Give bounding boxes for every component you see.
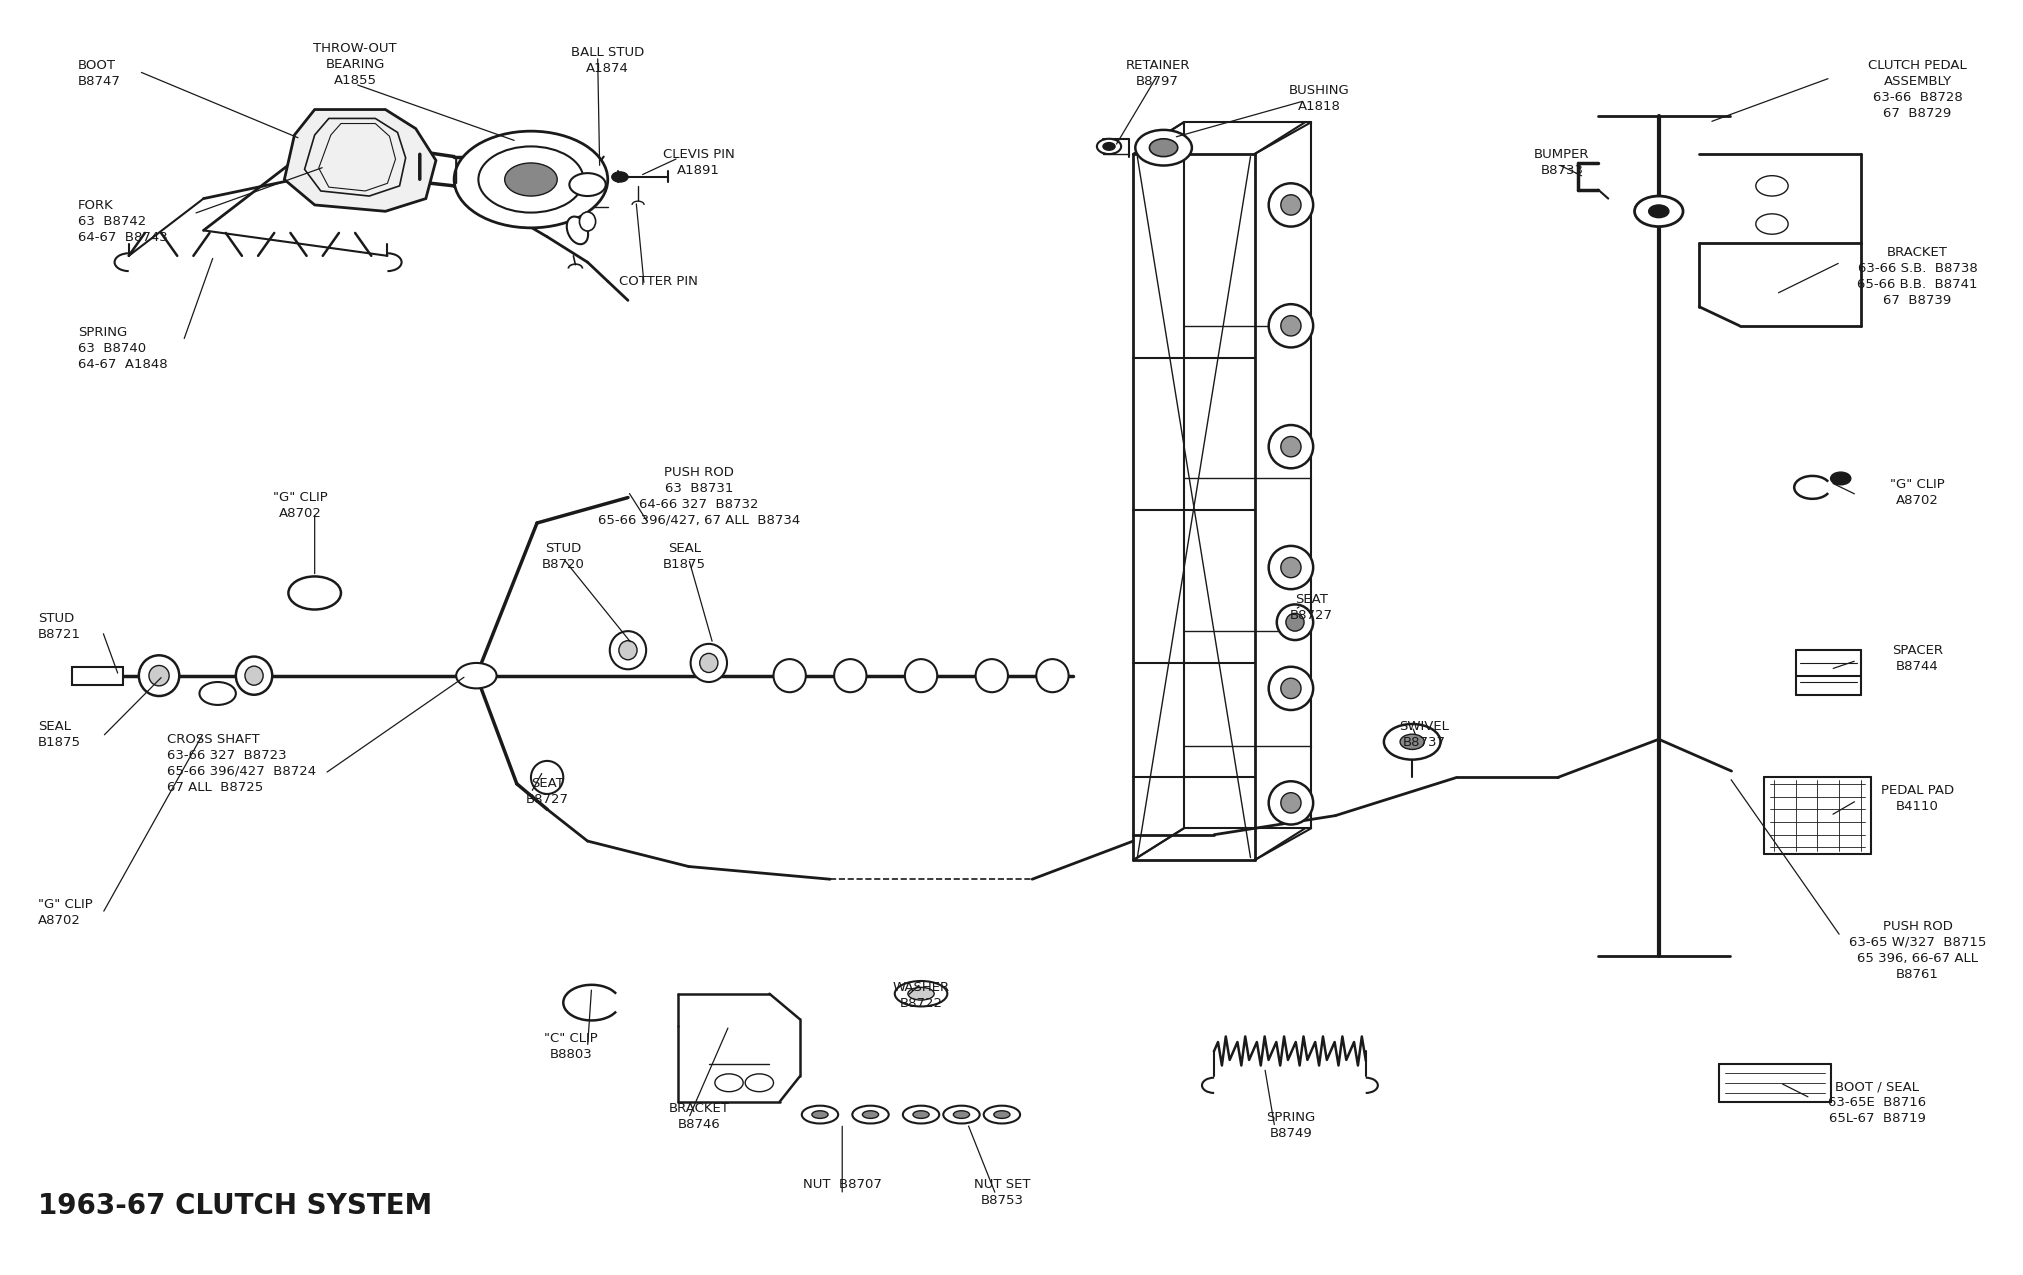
Text: CROSS SHAFT
63-66 327  B8723
65-66 396/427  B8724
67 ALL  B8725: CROSS SHAFT 63-66 327 B8723 65-66 396/42… [168,733,316,794]
Ellipse shape [773,659,805,692]
Text: NUT SET
B8753: NUT SET B8753 [973,1178,1030,1207]
Text: "G" CLIP
A8702: "G" CLIP A8702 [1889,478,1944,507]
Ellipse shape [983,1105,1020,1123]
Circle shape [453,131,607,228]
Ellipse shape [1281,793,1301,813]
Ellipse shape [609,631,645,669]
Ellipse shape [1281,557,1301,578]
Ellipse shape [902,1105,939,1123]
Ellipse shape [943,1105,979,1123]
Text: NUT  B8707: NUT B8707 [803,1178,882,1191]
Ellipse shape [690,644,726,682]
Ellipse shape [912,1111,929,1118]
Ellipse shape [1268,305,1313,347]
Circle shape [1135,130,1192,166]
Ellipse shape [1281,436,1301,456]
Text: SWIVEL
B8737: SWIVEL B8737 [1398,720,1448,750]
Text: PUSH ROD
63  B8731
64-66 327  B8732
65-66 396/427, 67 ALL  B8734: PUSH ROD 63 B8731 64-66 327 B8732 65-66 … [597,465,799,527]
Text: 1963-67 CLUTCH SYSTEM: 1963-67 CLUTCH SYSTEM [38,1192,431,1220]
Text: BOOT / SEAL
63-65E  B8716
65L-67  B8719: BOOT / SEAL 63-65E B8716 65L-67 B8719 [1827,1080,1926,1126]
Text: CLEVIS PIN
A1891: CLEVIS PIN A1891 [662,148,734,177]
Text: "G" CLIP
A8702: "G" CLIP A8702 [38,899,93,927]
Ellipse shape [1268,425,1313,468]
Circle shape [1649,205,1669,218]
Text: STUD
B8720: STUD B8720 [542,542,585,571]
Ellipse shape [1268,546,1313,589]
Text: SEAL
B1875: SEAL B1875 [664,542,706,571]
Ellipse shape [1268,667,1313,710]
Circle shape [1096,139,1121,154]
Text: RETAINER
B8797: RETAINER B8797 [1125,59,1190,88]
Text: SEAT
B8727: SEAT B8727 [526,778,568,807]
Text: COTTER PIN: COTTER PIN [619,275,698,288]
Ellipse shape [530,761,562,794]
Text: BUSHING
A1818: BUSHING A1818 [1289,84,1349,113]
Circle shape [1103,143,1115,150]
Text: BOOT
B8747: BOOT B8747 [79,59,121,88]
Polygon shape [283,110,435,212]
Ellipse shape [862,1111,878,1118]
Ellipse shape [993,1111,1009,1118]
Ellipse shape [566,217,589,245]
Circle shape [455,663,496,688]
Ellipse shape [700,653,718,672]
Ellipse shape [140,655,180,696]
Text: SEAL
B1875: SEAL B1875 [38,720,81,750]
Ellipse shape [811,1111,827,1118]
Text: PEDAL PAD
B4110: PEDAL PAD B4110 [1879,784,1952,812]
Ellipse shape [579,212,595,231]
Text: WASHER
B8722: WASHER B8722 [892,980,949,1010]
Text: SPACER
B8744: SPACER B8744 [1892,644,1942,673]
Circle shape [1149,139,1177,157]
Text: BRACKET
B8746: BRACKET B8746 [668,1102,728,1131]
Circle shape [504,163,556,196]
Text: PUSH ROD
63-65 W/327  B8715
65 396, 66-67 ALL
B8761: PUSH ROD 63-65 W/327 B8715 65 396, 66-67… [1847,921,1985,980]
Text: SPRING
B8749: SPRING B8749 [1266,1111,1315,1140]
Ellipse shape [1281,195,1301,215]
Text: STUD
B8721: STUD B8721 [38,612,81,641]
Circle shape [1829,472,1849,484]
Ellipse shape [237,657,273,695]
Ellipse shape [1268,782,1313,825]
Ellipse shape [852,1105,888,1123]
Text: SEAT
B8727: SEAT B8727 [1289,593,1331,622]
Circle shape [568,173,605,196]
Circle shape [1384,724,1440,760]
Ellipse shape [245,666,263,685]
Text: BRACKET
63-66 S.B.  B8738
65-66 B.B.  B8741
67  B8739: BRACKET 63-66 S.B. B8738 65-66 B.B. B874… [1857,246,1976,307]
Ellipse shape [1268,184,1313,227]
Ellipse shape [619,640,637,659]
Ellipse shape [953,1111,969,1118]
Ellipse shape [1281,316,1301,337]
Ellipse shape [1285,613,1303,631]
Circle shape [611,172,627,182]
Text: THROW-OUT
BEARING
A1855: THROW-OUT BEARING A1855 [314,42,397,87]
Text: CLUTCH PEDAL
ASSEMBLY
63-66  B8728
67  B8729: CLUTCH PEDAL ASSEMBLY 63-66 B8728 67 B87… [1867,59,1966,120]
Circle shape [1400,734,1424,750]
Ellipse shape [908,987,935,1000]
Text: SPRING
63  B8740
64-67  A1848: SPRING 63 B8740 64-67 A1848 [79,326,168,371]
Ellipse shape [1277,604,1313,640]
Bar [73,667,123,685]
Text: "C" CLIP
B8803: "C" CLIP B8803 [544,1031,599,1061]
Text: BALL STUD
A1874: BALL STUD A1874 [570,46,643,75]
Ellipse shape [150,666,170,686]
Ellipse shape [894,980,947,1006]
Ellipse shape [1281,678,1301,699]
Text: BUMPER
B8733: BUMPER B8733 [1533,148,1588,177]
Circle shape [1635,196,1683,227]
Ellipse shape [801,1105,838,1123]
Ellipse shape [1036,659,1068,692]
Text: FORK
63  B8742
64-67  B8743: FORK 63 B8742 64-67 B8743 [79,199,168,244]
Ellipse shape [975,659,1007,692]
Text: "G" CLIP
A8702: "G" CLIP A8702 [273,491,328,520]
Ellipse shape [904,659,937,692]
Ellipse shape [833,659,866,692]
